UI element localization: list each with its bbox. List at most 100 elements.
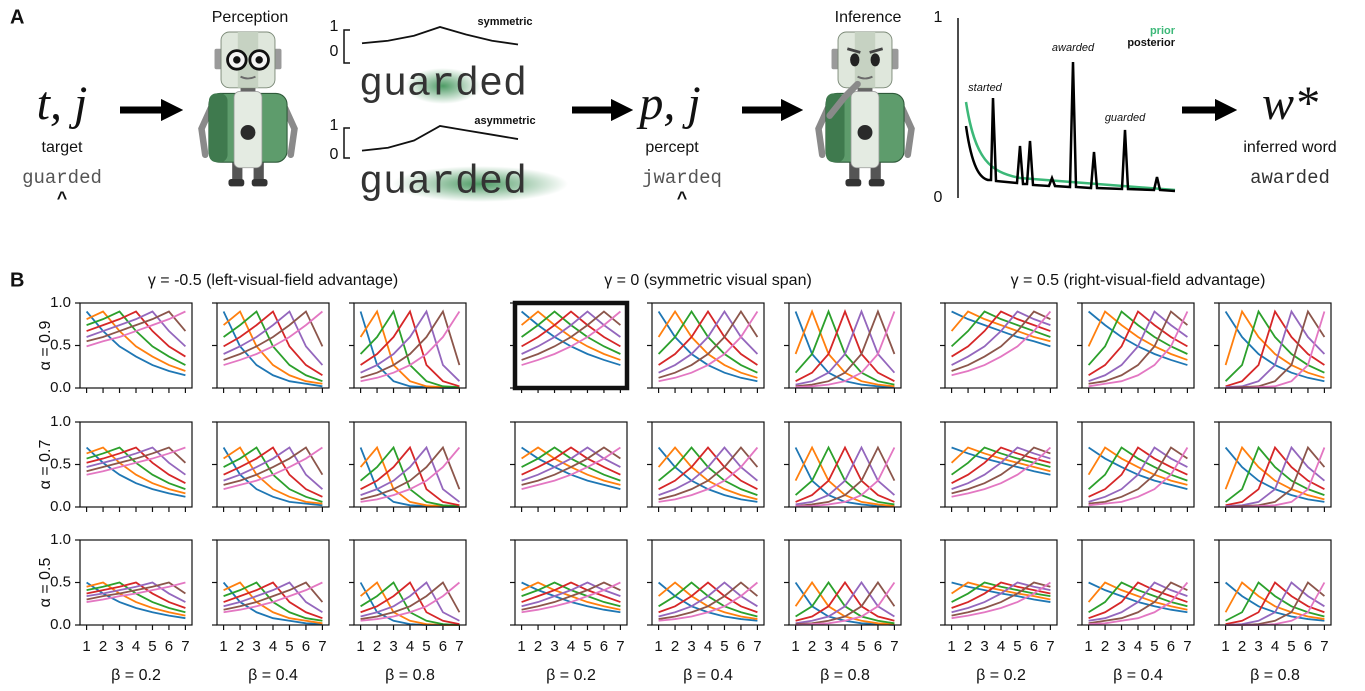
small-chart: 0.0 0.5 1.0 α = 0.9 (37, 294, 193, 396)
span-line (1225, 581, 1325, 622)
span-line (223, 581, 324, 611)
x-tick-label: 7 (753, 638, 761, 655)
span-line (1224, 309, 1325, 379)
peak-label: guarded (1105, 112, 1146, 124)
span-line (1225, 447, 1326, 508)
small-chart (784, 302, 902, 393)
small-chart (212, 421, 330, 512)
span-line (86, 310, 187, 348)
small-chart (212, 302, 330, 393)
span-line (360, 309, 461, 382)
span-line (1225, 581, 1325, 626)
span-line (521, 581, 621, 603)
span-line (521, 310, 621, 366)
x-tick-label: 4 (1271, 638, 1279, 655)
span-line (1225, 445, 1325, 503)
span-line (795, 447, 896, 508)
x-tick-label: 2 (534, 638, 542, 655)
symmetric-word: guarded (359, 63, 527, 108)
span-line (86, 310, 186, 372)
span-line (658, 446, 758, 496)
span-line (951, 446, 1051, 484)
x-tick-label: 4 (132, 638, 140, 655)
inferred-word: awarded (1250, 167, 1330, 189)
span-line (658, 581, 758, 622)
small-chart (349, 421, 467, 512)
chart-frame (512, 300, 630, 391)
x-tick-label: 3 (687, 638, 695, 655)
span-line (359, 309, 460, 389)
posterior-curve (964, 61, 1176, 193)
small-chart (940, 302, 1058, 393)
x-tick-label: 6 (1030, 638, 1038, 655)
chart-frame (788, 539, 902, 626)
span-line (657, 309, 758, 379)
x-tick-label: 7 (455, 638, 463, 655)
y-tick-label: 1.0 (50, 294, 71, 311)
span-line (360, 445, 460, 503)
x-tick-label: 6 (874, 638, 882, 655)
span-line (1088, 581, 1188, 625)
span-line (521, 581, 621, 611)
x-tick-label: 3 (252, 638, 260, 655)
span-line (951, 310, 1051, 358)
x-tick-label: 7 (890, 638, 898, 655)
span-line (223, 581, 323, 614)
span-line (1088, 311, 1189, 388)
span-line (223, 446, 324, 490)
chart-frame (651, 539, 765, 626)
mini-axis (343, 127, 350, 159)
span-line (657, 311, 758, 383)
span-line (86, 446, 186, 476)
small-chart: 1 2 3 4 5 6 7 β = 0.2 (510, 539, 628, 684)
y-tick-label: 1.0 (50, 531, 71, 548)
span-line (950, 310, 1051, 343)
percept-symbol: p, j (636, 77, 700, 130)
x-tick-label: 3 (824, 638, 832, 655)
span-line (521, 310, 621, 361)
span-line (1088, 581, 1188, 622)
visual-span-curves (343, 26, 519, 159)
span-line (360, 581, 460, 626)
span-line (657, 446, 758, 503)
x-tick-label: 4 (704, 638, 712, 655)
span-line (360, 581, 461, 620)
span-line (1088, 446, 1188, 505)
x-tick-label: 7 (1046, 638, 1054, 655)
span-line (1087, 581, 1188, 611)
span-line (360, 581, 460, 622)
span-line (795, 580, 895, 622)
y-tick-label: 0.0 (50, 616, 71, 633)
span-line (86, 446, 186, 484)
chart-frame (1081, 421, 1195, 508)
alpha-label: α = 0.7 (37, 440, 54, 490)
y-tick-label: 1.0 (50, 413, 71, 430)
chart-frame (353, 302, 467, 389)
span-line (1088, 446, 1188, 503)
span-line (359, 309, 460, 389)
span-line (360, 311, 461, 383)
x-tick-label: 3 (1117, 638, 1125, 655)
x-tick-label: 6 (737, 638, 745, 655)
peak-label: started (968, 82, 1003, 94)
span-line (223, 446, 323, 498)
span-line (1224, 445, 1325, 501)
span-line (1225, 309, 1326, 389)
x-tick-label: 5 (285, 638, 293, 655)
beta-label: β = 0.2 (546, 667, 596, 684)
chart-frame (1081, 302, 1195, 389)
mini-tick-label: 1 (330, 18, 339, 35)
span-line (1225, 581, 1325, 622)
chart-frame (79, 302, 193, 389)
span-line (359, 311, 460, 389)
small-chart: 1 2 3 4 5 6 7 β = 0.4 (1077, 539, 1195, 684)
mini-axis (343, 29, 350, 64)
x-tick-label: 4 (567, 638, 575, 655)
span-line (223, 581, 323, 614)
span-line (86, 446, 187, 473)
span-line (521, 446, 621, 476)
span-line (1225, 445, 1325, 508)
x-tick-label: 6 (439, 638, 447, 655)
inferred-label: inferred word (1243, 139, 1336, 156)
